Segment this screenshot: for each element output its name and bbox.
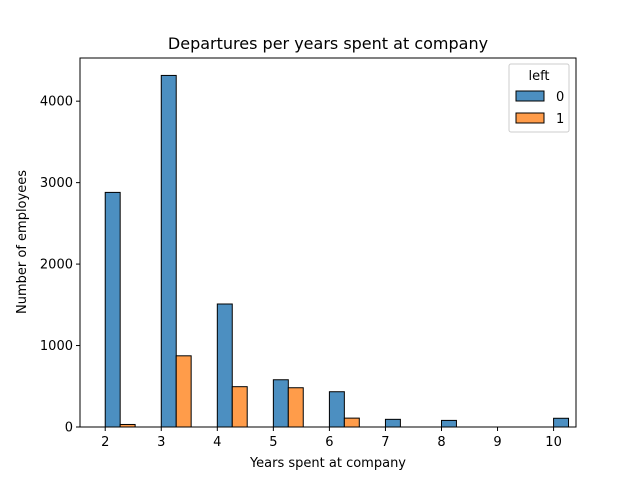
x-tick-label: 5 (269, 435, 277, 450)
y-tick-label: 3000 (40, 176, 73, 191)
bar-series-0-x-10 (553, 417, 570, 428)
x-tick-label: 6 (325, 435, 333, 450)
x-tick-label: 9 (493, 435, 501, 450)
legend-label-1: 1 (556, 112, 564, 127)
x-tick-label: 3 (157, 435, 165, 450)
bar-series-1-x-5 (287, 387, 304, 428)
y-tick-label: 1000 (40, 339, 73, 354)
x-axis-ticks: 2 3 4 5 6 7 8 9 10 (101, 427, 562, 450)
x-axis-label: Years spent at company (249, 456, 406, 471)
chart-title: Departures per years spent at company (168, 34, 488, 53)
legend: left 0 1 (508, 63, 570, 133)
bar-series-0-x-5 (272, 379, 289, 428)
x-tick-label: 10 (545, 435, 562, 450)
y-tick-label: 0 (65, 421, 73, 436)
bar-series-0-x-7 (384, 418, 401, 428)
y-axis-ticks: 0 1000 2000 3000 4000 (40, 95, 80, 436)
legend-title: left (528, 69, 549, 84)
y-tick-label: 2000 (40, 258, 73, 273)
bar-series-0-x-8 (440, 419, 457, 428)
x-tick-label: 2 (101, 435, 109, 450)
bar-series-0-x-6 (328, 391, 345, 428)
legend-label-0: 0 (556, 90, 564, 105)
bar-series-1-x-3 (175, 355, 192, 428)
y-tick-label: 4000 (40, 95, 73, 110)
x-tick-label: 4 (213, 435, 221, 450)
legend-swatch-1 (515, 112, 545, 124)
x-tick-label: 8 (437, 435, 445, 450)
y-axis-label: Number of employees (15, 170, 30, 314)
bar-series-0-x-4 (216, 303, 233, 428)
axes-frame (79, 57, 577, 428)
bar-series-0-x-3 (160, 74, 177, 428)
legend-swatch-0 (515, 90, 545, 102)
bar-series-0-x-2 (104, 191, 121, 428)
bar-series-1-x-4 (231, 386, 248, 428)
bar-series-1-x-6 (343, 417, 360, 428)
x-tick-label: 7 (381, 435, 389, 450)
